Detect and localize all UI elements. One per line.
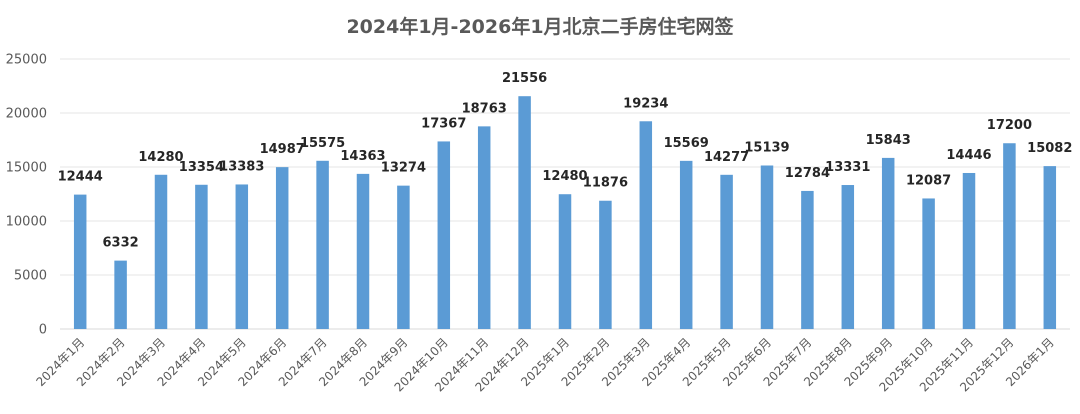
- data-label: 12444: [58, 170, 103, 185]
- bar: [316, 160, 329, 329]
- data-label: 13331: [825, 160, 870, 175]
- y-tick-label: 10000: [6, 215, 47, 230]
- bar: [235, 184, 249, 329]
- data-label: 15139: [744, 140, 789, 155]
- y-tick-label: 5000: [14, 269, 47, 284]
- data-label: 13383: [219, 159, 264, 174]
- bar: [397, 185, 410, 329]
- bar: [760, 165, 774, 329]
- data-label: 6332: [103, 236, 139, 251]
- data-label: 15569: [664, 136, 709, 151]
- bar: [801, 190, 814, 329]
- data-label: 18763: [462, 101, 507, 116]
- bar: [356, 173, 370, 329]
- bar: [599, 200, 612, 329]
- x-axis-ticks: 2024年1月2024年2月2024年3月2024年4月2024年5月2024年…: [33, 335, 1056, 394]
- data-label: 15843: [866, 133, 911, 148]
- bar: [73, 194, 87, 329]
- data-label: 13274: [381, 161, 426, 176]
- data-label: 13354: [179, 160, 224, 175]
- data-label: 21556: [502, 71, 547, 86]
- bar: [558, 194, 572, 329]
- bar: [962, 172, 976, 329]
- data-label: 14280: [138, 150, 183, 165]
- bar: [477, 126, 491, 330]
- bar: [881, 157, 895, 329]
- data-label: 14446: [946, 148, 991, 163]
- data-label: 11876: [583, 176, 628, 191]
- y-tick-label: 25000: [6, 53, 47, 68]
- data-label: 15575: [300, 136, 345, 151]
- bar: [518, 96, 531, 330]
- data-label: 12480: [542, 169, 587, 184]
- data-label: 14277: [704, 150, 749, 165]
- bar: [922, 198, 935, 329]
- data-label: 19234: [623, 96, 668, 111]
- bar: [1003, 143, 1016, 329]
- bar: [679, 160, 693, 329]
- data-label: 12784: [785, 166, 830, 181]
- data-labels: 1244463321428013354133831498715575143631…: [58, 71, 1073, 250]
- data-label: 12087: [906, 173, 951, 188]
- bar: [195, 184, 208, 329]
- bars: [73, 96, 1057, 330]
- bar: [841, 185, 855, 329]
- data-label: 17367: [421, 116, 466, 131]
- bar: [154, 174, 168, 329]
- bar: [275, 167, 289, 329]
- y-tick-label: 20000: [6, 107, 47, 122]
- bar: [720, 174, 733, 329]
- bar: [114, 260, 127, 329]
- data-label: 17200: [987, 118, 1032, 133]
- data-label: 14363: [340, 149, 385, 164]
- y-tick-label: 15000: [6, 161, 47, 176]
- data-label: 14987: [260, 142, 305, 157]
- y-tick-label: 0: [39, 323, 47, 338]
- y-axis-ticks: 0 5000 10000 15000 20000 25000: [6, 53, 47, 338]
- bar: [437, 141, 451, 329]
- chart-title: 2024年1月-2026年1月北京二手房住宅网签: [346, 16, 734, 38]
- data-label: 15082: [1027, 141, 1072, 156]
- bar: [1043, 166, 1057, 329]
- bar: [639, 121, 653, 329]
